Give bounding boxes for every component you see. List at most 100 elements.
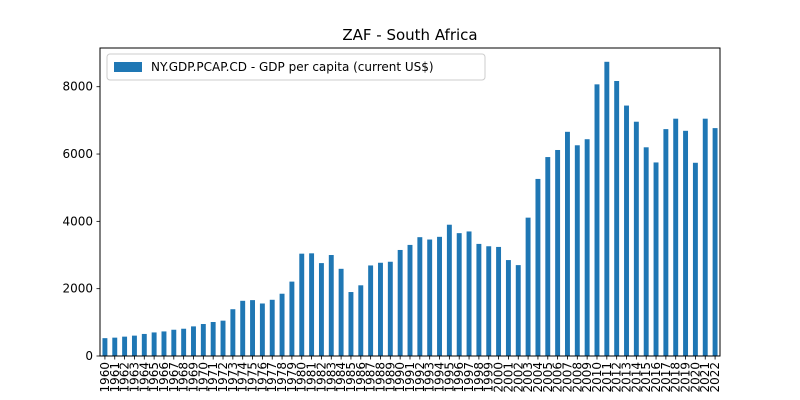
x-tick-label-2001: 2001: [501, 362, 515, 393]
bar-2005: [545, 157, 551, 356]
x-tick-label-1985: 1985: [344, 362, 358, 393]
x-tick-label-1982: 1982: [314, 362, 328, 393]
bar-2021: [702, 118, 708, 356]
bar-2015: [643, 147, 649, 356]
y-tick-label-6000: 6000: [62, 147, 93, 161]
bar-1981: [309, 253, 315, 356]
x-tick-label-2017: 2017: [659, 362, 673, 393]
x-tick-label-1960: 1960: [98, 362, 112, 393]
bar-1983: [328, 255, 334, 356]
x-tick-label-1988: 1988: [373, 362, 387, 393]
legend: NY.GDP.PCAP.CD - GDP per capita (current…: [106, 53, 486, 81]
bar-2007: [565, 131, 570, 356]
bar-1965: [151, 332, 157, 356]
bar-1968: [181, 328, 187, 356]
y-tick-label-0: 0: [85, 349, 93, 363]
x-tick-label-1984: 1984: [334, 362, 348, 393]
x-axis: 1960196119621963196419651966196719681969…: [98, 356, 722, 393]
bar-2002: [515, 265, 521, 356]
bar-1998: [476, 243, 482, 356]
x-tick-label-1961: 1961: [108, 362, 122, 393]
plot-frame: [99, 47, 721, 357]
x-tick-label-2002: 2002: [511, 362, 525, 393]
x-tick-label-2018: 2018: [669, 362, 683, 393]
x-tick-label-2009: 2009: [580, 362, 594, 393]
x-tick-label-2005: 2005: [541, 362, 555, 393]
bar-1974: [240, 300, 246, 356]
bar-2001: [505, 260, 511, 356]
x-tick-label-1971: 1971: [206, 362, 220, 393]
bar-1990: [397, 249, 403, 356]
x-tick-label-1992: 1992: [413, 362, 427, 393]
x-tick-label-1976: 1976: [255, 362, 269, 393]
bar-1993: [427, 239, 433, 356]
bar-2006: [555, 149, 561, 356]
x-tick-label-1995: 1995: [442, 362, 456, 393]
y-tick-label-4000: 4000: [62, 214, 93, 228]
x-tick-label-1979: 1979: [285, 362, 299, 393]
x-tick-label-1998: 1998: [472, 362, 486, 393]
x-tick-label-1968: 1968: [177, 362, 191, 393]
legend-box: [106, 53, 486, 81]
bar-2018: [673, 118, 679, 356]
x-tick-label-2022: 2022: [708, 362, 722, 393]
x-tick-label-1981: 1981: [305, 362, 319, 393]
x-tick-label-2011: 2011: [600, 362, 614, 393]
x-tick-label-1997: 1997: [462, 362, 476, 393]
bar-2022: [712, 128, 718, 356]
bar-1986: [358, 285, 364, 356]
x-tick-label-2003: 2003: [521, 362, 535, 393]
x-tick-label-1991: 1991: [403, 362, 417, 393]
x-tick-label-2004: 2004: [531, 362, 545, 393]
bar-1992: [417, 237, 423, 356]
bar-1973: [230, 309, 236, 356]
bar-2011: [604, 61, 610, 357]
x-tick-label-2010: 2010: [590, 362, 604, 393]
x-tick-label-1964: 1964: [137, 362, 151, 393]
x-tick-label-1993: 1993: [423, 362, 437, 393]
bar-2010: [594, 84, 600, 356]
bar-1988: [378, 262, 383, 356]
x-tick-label-2012: 2012: [610, 362, 624, 393]
bar-1960: [102, 338, 108, 356]
bar-1972: [220, 320, 226, 356]
x-tick-label-2016: 2016: [649, 362, 663, 393]
bar-2012: [614, 80, 620, 357]
bar-1979: [289, 281, 295, 356]
x-tick-label-1987: 1987: [364, 362, 378, 393]
x-tick-label-1962: 1962: [118, 362, 132, 393]
bar-1982: [318, 263, 324, 356]
x-tick-label-1965: 1965: [147, 362, 161, 393]
x-tick-label-1969: 1969: [186, 362, 200, 393]
bar-2020: [692, 162, 698, 356]
bar-1987: [368, 265, 374, 356]
x-tick-label-2006: 2006: [551, 362, 565, 393]
bar-1996: [456, 233, 462, 356]
bar-2017: [663, 129, 669, 356]
x-tick-label-2008: 2008: [570, 362, 584, 393]
y-tick-label-8000: 8000: [62, 80, 93, 94]
x-tick-label-1986: 1986: [354, 362, 368, 393]
bar-1961: [112, 337, 118, 356]
x-tick-label-1978: 1978: [275, 362, 289, 393]
x-tick-label-1967: 1967: [167, 362, 181, 393]
x-tick-label-1977: 1977: [265, 362, 279, 393]
bar-1969: [191, 326, 196, 356]
x-tick-label-1994: 1994: [433, 362, 447, 393]
x-tick-label-2014: 2014: [629, 362, 643, 393]
bar-1999: [486, 246, 492, 356]
bar-2016: [653, 162, 659, 356]
x-tick-label-1972: 1972: [216, 362, 230, 393]
bar-1976: [259, 303, 265, 356]
bar-2004: [535, 178, 541, 356]
x-tick-label-1975: 1975: [246, 362, 260, 393]
bar-1962: [122, 336, 128, 356]
bar-2014: [633, 121, 639, 356]
x-tick-label-1966: 1966: [157, 362, 171, 393]
bar-1995: [446, 224, 452, 356]
bar-1997: [466, 231, 472, 356]
bar-1989: [387, 261, 393, 356]
x-tick-label-1999: 1999: [482, 362, 496, 393]
x-tick-label-1970: 1970: [196, 362, 210, 393]
